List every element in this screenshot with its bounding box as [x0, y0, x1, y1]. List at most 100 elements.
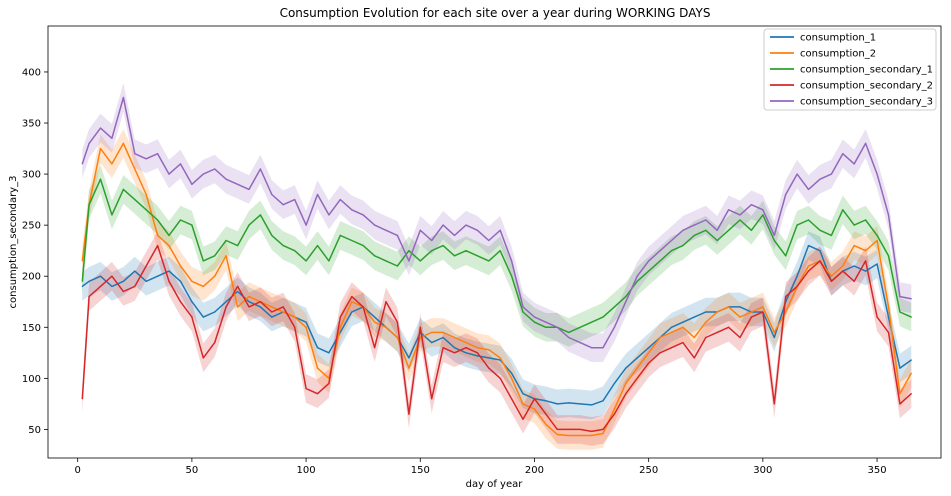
point-consumption_secondary_2-4 — [122, 290, 124, 293]
point-consumption_secondary_2-38 — [511, 398, 513, 400]
point-consumption_secondary_3-19 — [294, 199, 296, 201]
point-consumption_secondary_3-24 — [351, 209, 353, 211]
point-consumption_2-47 — [613, 408, 616, 410]
point-consumption_secondary_2-11 — [202, 357, 204, 359]
point-consumption_secondary_1-4 — [122, 188, 124, 190]
point-consumption_secondary_3-41 — [545, 321, 547, 323]
point-consumption_2-59 — [750, 311, 753, 313]
point-consumption_1-6 — [145, 280, 147, 282]
point-consumption_secondary_3-4 — [122, 96, 124, 99]
point-consumption_secondary_1-38 — [511, 275, 513, 277]
point-consumption_secondary_2-26 — [374, 347, 376, 349]
point-consumption_secondary_1-21 — [316, 245, 319, 247]
point-consumption_2-15 — [248, 296, 250, 298]
point-consumption_secondary_3-10 — [191, 183, 193, 185]
point-consumption_secondary_1-31 — [431, 250, 433, 252]
point-consumption_2-20 — [305, 326, 307, 328]
point-consumption_2-46 — [602, 432, 604, 435]
point-consumption_secondary_3-62 — [785, 193, 787, 196]
point-consumption_secondary_1-16 — [259, 214, 261, 216]
point-consumption_2-45 — [591, 434, 593, 437]
point-consumption_2-21 — [316, 367, 319, 369]
point-consumption_2-14 — [237, 306, 239, 308]
point-consumption_2-39 — [522, 403, 524, 405]
point-consumption_secondary_2-20 — [305, 388, 307, 390]
point-consumption_secondary_2-24 — [351, 296, 353, 298]
point-consumption_secondary_3-20 — [305, 224, 307, 226]
point-consumption_1-43 — [568, 402, 570, 404]
point-consumption_secondary_2-0 — [81, 398, 83, 400]
point-consumption_secondary_1-68 — [853, 224, 855, 226]
plot-frame — [47, 25, 942, 459]
point-consumption_1-5 — [134, 270, 136, 272]
point-consumption_secondary_1-43 — [568, 331, 570, 333]
point-consumption_secondary_3-9 — [179, 163, 182, 165]
point-consumption_secondary_2-27 — [385, 301, 387, 303]
point-consumption_secondary_3-22 — [328, 214, 330, 216]
point-consumption_secondary_1-26 — [374, 255, 376, 257]
point-consumption_secondary_1-62 — [785, 255, 787, 257]
point-consumption_secondary_2-36 — [488, 367, 490, 369]
series-lines — [81, 96, 912, 437]
point-consumption_secondary_2-1 — [88, 296, 90, 298]
point-consumption_secondary_3-46 — [602, 347, 604, 349]
point-consumption_secondary_1-25 — [362, 245, 364, 247]
point-consumption_secondary_2-10 — [191, 316, 193, 318]
point-consumption_secondary_2-53 — [682, 342, 684, 344]
x-tick-label: 200 — [525, 465, 544, 476]
point-consumption_secondary_3-17 — [271, 193, 273, 196]
point-consumption_1-1 — [88, 280, 90, 282]
point-consumption_2-55 — [705, 321, 707, 323]
point-consumption_2-50 — [648, 352, 650, 354]
legend: consumption_1 consumption_2 consumption_se… — [763, 28, 937, 111]
band-consumption_2 — [82, 129, 912, 450]
point-consumption_secondary_3-23 — [339, 199, 341, 201]
point-consumption_2-8 — [168, 245, 170, 247]
point-consumption_1-14 — [237, 290, 239, 293]
point-consumption_2-17 — [271, 306, 273, 308]
point-consumption_1-16 — [259, 306, 261, 308]
point-consumption_secondary_3-15 — [248, 188, 250, 190]
point-consumption_2-18 — [282, 311, 284, 313]
series-line-consumption_secondary_1 — [81, 178, 912, 334]
point-consumption_secondary_1-73 — [910, 316, 912, 318]
point-consumption_secondary_3-12 — [214, 168, 216, 170]
point-consumption_secondary_1-56 — [716, 239, 718, 242]
y-axis-label: consumption_secondary_3 — [8, 176, 19, 309]
point-consumption_2-62 — [785, 311, 787, 313]
point-consumption_secondary_2-47 — [613, 413, 616, 415]
point-consumption_secondary_3-28 — [396, 234, 398, 236]
point-consumption_2-11 — [202, 285, 204, 287]
y-tick-label: 200 — [22, 272, 41, 283]
point-consumption_2-31 — [431, 331, 433, 333]
point-consumption_secondary_2-12 — [214, 342, 216, 344]
point-consumption_secondary_3-70 — [876, 173, 878, 175]
point-consumption_secondary_2-49 — [636, 377, 638, 379]
point-consumption_secondary_1-69 — [865, 219, 867, 221]
point-consumption_secondary_3-26 — [374, 224, 376, 226]
point-consumption_secondary_1-3 — [111, 214, 113, 216]
point-consumption_2-42 — [556, 433, 558, 436]
point-consumption_2-56 — [716, 311, 718, 313]
point-consumption_1-68 — [853, 265, 855, 267]
point-consumption_secondary_1-33 — [453, 255, 456, 257]
point-consumption_1-69 — [865, 270, 867, 272]
point-consumption_1-4 — [122, 280, 124, 282]
point-consumption_secondary_2-3 — [111, 275, 113, 277]
x-tick-label: 350 — [868, 465, 887, 476]
x-tick-label: 150 — [411, 465, 430, 476]
point-consumption_2-2 — [99, 148, 102, 150]
point-consumption_secondary_3-42 — [556, 326, 558, 328]
point-consumption_2-38 — [511, 377, 513, 379]
point-consumption_secondary_2-19 — [294, 326, 296, 328]
point-consumption_secondary_1-66 — [830, 234, 833, 236]
point-consumption_secondary_2-13 — [225, 306, 227, 308]
point-consumption_secondary_3-2 — [99, 127, 102, 129]
point-consumption_secondary_1-27 — [385, 260, 387, 262]
point-consumption_secondary_3-71 — [887, 214, 890, 216]
point-consumption_secondary_2-45 — [591, 430, 593, 432]
point-consumption_1-17 — [271, 316, 273, 318]
point-consumption_secondary_1-58 — [739, 219, 741, 221]
point-consumption_secondary_2-5 — [134, 285, 136, 287]
point-consumption_2-52 — [670, 331, 673, 333]
